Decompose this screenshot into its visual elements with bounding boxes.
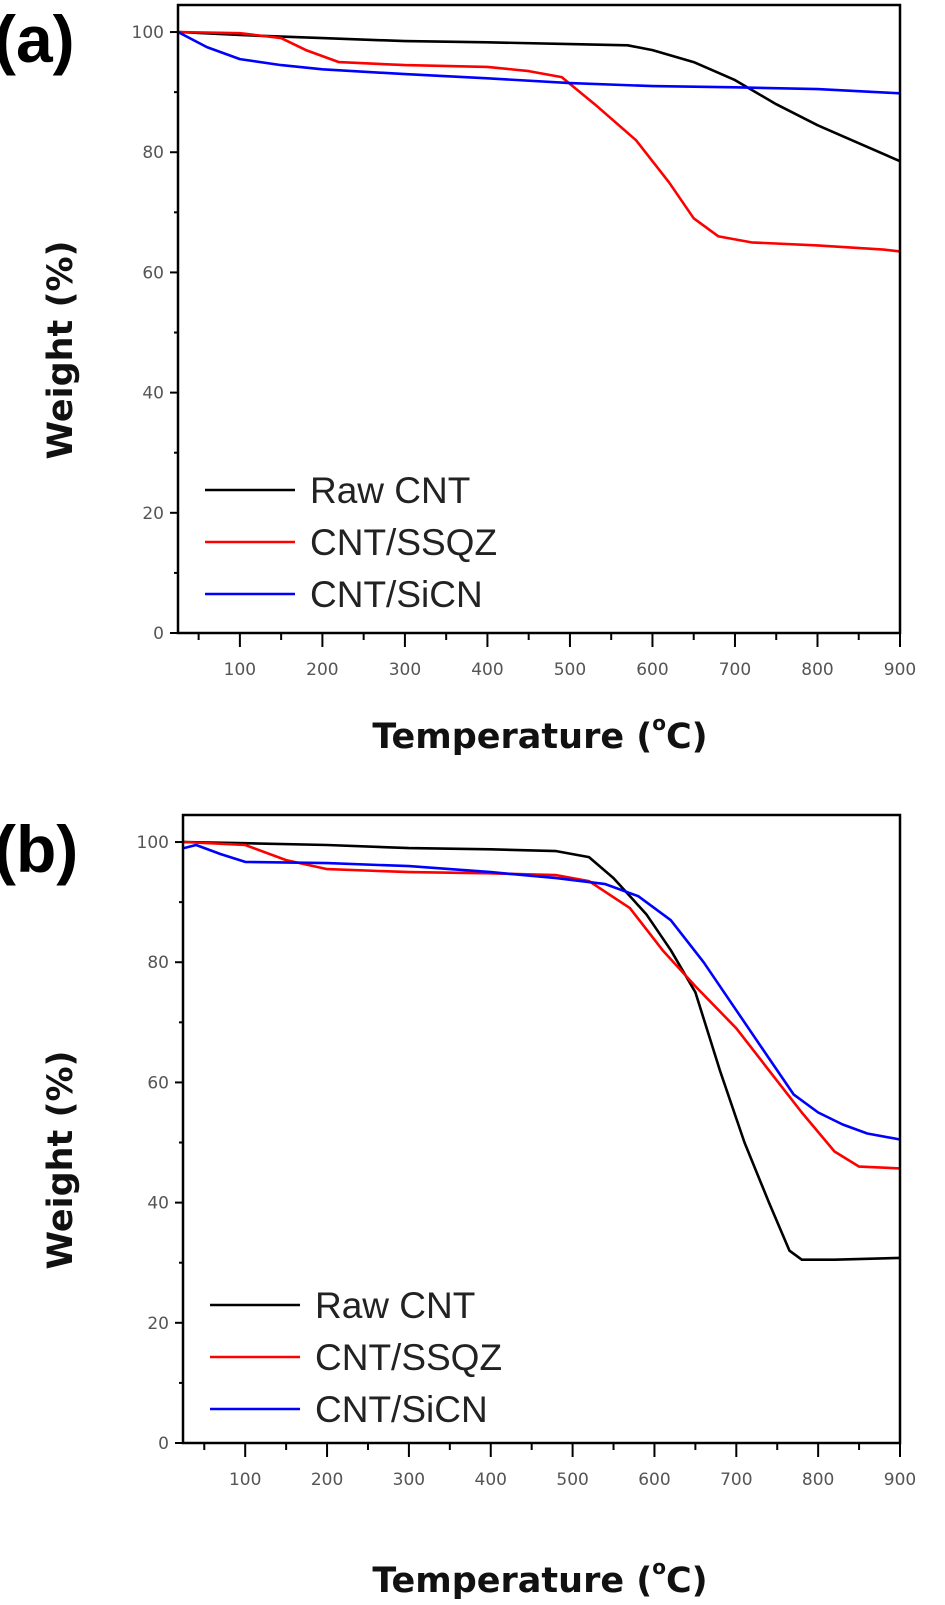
x-tick-label-b-500: 500 [556, 1470, 588, 1490]
y-tick-label-b-80: 80 [147, 953, 169, 973]
y-axis-title-a: Weight (%) [41, 240, 81, 459]
x-tick-label-b-400: 400 [475, 1470, 507, 1490]
plot-area-a: 0 20 40 60 80 100 100 200 300 400 500 600 700 800 900 R… [132, 3, 916, 680]
series-line-b-cnt-sicn [183, 843, 901, 1141]
x-axis-title-b-unit: C) [666, 1561, 708, 1601]
legend-label-a-0: Raw CNT [310, 470, 470, 511]
panel-b: (b) 0 20 40 60 80 100 100 200 300 400 500 600 700 800… [0, 812, 916, 1601]
y-axis-title-b: Weight (%) [41, 1050, 81, 1269]
x-tick-label-a-600: 600 [636, 660, 668, 680]
x-axis-title-b: Temperature (oC) [372, 1555, 707, 1601]
legend-label-b-0: Raw CNT [315, 1285, 475, 1326]
x-tick-label-b-100: 100 [229, 1470, 261, 1490]
panel-label-b: (b) [0, 812, 78, 886]
x-tick-label-a-700: 700 [719, 660, 751, 680]
x-tick-label-b-800: 800 [802, 1470, 834, 1490]
y-tick-label-a-40: 40 [142, 384, 164, 404]
series-line-a-cnt-sicn [177, 30, 901, 95]
x-axis-title-a-sup: o [652, 711, 666, 735]
x-tick-label-a-200: 200 [306, 660, 338, 680]
y-tick-label-a-100: 100 [132, 23, 164, 43]
x-tick-label-b-700: 700 [720, 1470, 752, 1490]
x-tick-label-a-400: 400 [471, 660, 503, 680]
legend-label-b-2: CNT/SiCN [315, 1389, 488, 1430]
series-line-a-cnt-ssqz [177, 30, 901, 253]
y-tick-label-a-0: 0 [153, 624, 164, 644]
x-axis-title-b-sup: o [652, 1555, 666, 1579]
x-tick-label-a-300: 300 [389, 660, 421, 680]
legend-label-a-1: CNT/SSQZ [310, 522, 497, 563]
panel-a: (a) 0 20 40 60 80 100 100 200 300 400 500 600 700 800… [0, 2, 916, 757]
x-tick-label-b-900: 900 [884, 1470, 916, 1490]
plot-area-b: 0 20 40 60 80 100 100 200 300 400 500 600 700 800 900 R… [137, 813, 916, 1490]
plot-frame-a [176, 3, 902, 635]
x-tick-label-b-200: 200 [311, 1470, 343, 1490]
legend-label-a-2: CNT/SiCN [310, 574, 483, 615]
x-tick-label-b-300: 300 [393, 1470, 425, 1490]
series-line-a-raw-cnt [177, 30, 901, 163]
y-tick-label-b-40: 40 [147, 1194, 169, 1214]
x-axis-title-a-main: Temperature ( [372, 717, 652, 757]
x-axis-title-a-unit: C) [666, 717, 708, 757]
plot-frame-b [181, 813, 902, 1445]
series-line-b-raw-cnt [183, 840, 901, 1261]
x-tick-label-a-900: 900 [884, 660, 916, 680]
y-tick-label-a-60: 60 [142, 263, 164, 283]
series-line-b-cnt-ssqz [183, 840, 901, 1170]
y-tick-label-b-100: 100 [137, 833, 169, 853]
panel-label-a: (a) [0, 2, 75, 76]
y-tick-label-a-20: 20 [142, 504, 164, 524]
y-tick-label-b-20: 20 [147, 1314, 169, 1334]
y-tick-label-b-60: 60 [147, 1073, 169, 1093]
legend-label-b-1: CNT/SSQZ [315, 1337, 502, 1378]
y-tick-label-b-0: 0 [158, 1434, 169, 1454]
x-axis-title-a: Temperature (oC) [372, 711, 707, 757]
x-tick-label-b-600: 600 [638, 1470, 670, 1490]
x-tick-label-a-100: 100 [224, 660, 256, 680]
x-tick-label-a-500: 500 [554, 660, 586, 680]
y-tick-label-a-80: 80 [142, 143, 164, 163]
x-axis-title-b-main: Temperature ( [372, 1561, 652, 1601]
x-tick-label-a-800: 800 [801, 660, 833, 680]
